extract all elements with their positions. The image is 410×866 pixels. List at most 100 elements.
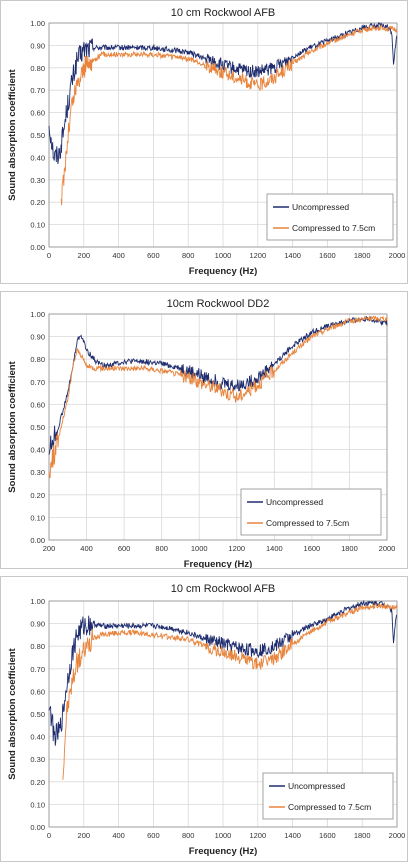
legend-label-compressed: Compressed to 7.5cm — [292, 223, 375, 233]
x-tick-label: 1400 — [266, 544, 283, 553]
legend-label-compressed: Compressed to 7.5cm — [288, 802, 371, 812]
x-tick-label: 1600 — [319, 251, 336, 260]
x-tick-label: 600 — [147, 831, 160, 840]
x-tick-label: 600 — [147, 251, 160, 260]
chart-title: 10cm Rockwool DD2 — [167, 298, 270, 310]
y-tick-label: 0.90 — [30, 620, 45, 629]
y-tick-label: 0.90 — [30, 333, 45, 342]
plot-frame — [48, 22, 398, 248]
chart-title: 10 cm Rockwool AFB — [171, 7, 276, 19]
legend: Uncompressed Compressed to 7.5cm — [240, 488, 382, 536]
plot-frame — [48, 600, 398, 828]
x-tick-label: 400 — [112, 251, 125, 260]
x-tick-label: 1200 — [249, 251, 266, 260]
legend-box — [266, 193, 394, 241]
x-tick-label: 1400 — [284, 251, 301, 260]
y-tick-label: 0.40 — [30, 733, 45, 742]
y-tick-label: 0.80 — [30, 64, 45, 73]
chart-1: 10 cm Rockwool AFB 0.00 0.10 0.20 0.30 0.40 0.… — [7, 7, 406, 277]
x-tick-label: 1000 — [215, 251, 232, 260]
y-tick-label: 0.40 — [30, 446, 45, 455]
chart-panel-2: 10cm Rockwool DD2 0.00 0.10 0.20 0.30 0.40 0.5… — [0, 291, 408, 570]
y-tick-label: 0.30 — [30, 468, 45, 477]
y-tick-label: 0.30 — [30, 755, 45, 764]
y-tick-label: 0.20 — [30, 778, 45, 787]
x-tick-label: 1000 — [215, 831, 232, 840]
x-tick-label: 1200 — [228, 544, 245, 553]
y-tick-label: 1.00 — [30, 597, 45, 606]
y-tick-label: 0.70 — [30, 378, 45, 387]
y-tick-label: 0.00 — [30, 823, 45, 832]
x-tick-label: 1400 — [284, 831, 301, 840]
y-tick-label: 0.40 — [30, 153, 45, 162]
y-tick-label: 0.20 — [30, 198, 45, 207]
plot-frame — [48, 313, 388, 541]
chart-panel-1: 10 cm Rockwool AFB 0.00 0.10 0.20 0.30 0.40 0.… — [0, 0, 408, 284]
x-axis-label: Frequency (Hz) — [189, 266, 258, 277]
x-tick-label: 800 — [182, 831, 195, 840]
y-tick-label: 0.70 — [30, 86, 45, 95]
y-tick-label: 0.60 — [30, 400, 45, 409]
y-tick-label: 0.30 — [30, 176, 45, 185]
legend-label-compressed: Compressed to 7.5cm — [266, 518, 349, 528]
y-tick-label: 0.80 — [30, 355, 45, 364]
x-tick-label: 0 — [47, 831, 51, 840]
x-tick-label: 1800 — [354, 251, 371, 260]
y-axis-label: Sound absorption coefficient — [7, 360, 18, 492]
y-tick-label: 0.80 — [30, 642, 45, 651]
legend: Uncompressed Compressed to 7.5cm — [262, 772, 394, 820]
chart-3: 10 cm Rockwool AFB 0.00 0.10 0.20 0.30 0.40 0.… — [7, 583, 406, 857]
x-tick-label: 1000 — [191, 544, 208, 553]
series-line-uncompressed — [48, 599, 398, 746]
y-tick-label: 0.70 — [30, 665, 45, 674]
x-tick-label: 600 — [118, 544, 131, 553]
x-tick-label: 2000 — [389, 251, 406, 260]
x-tick-label: 2000 — [389, 831, 406, 840]
y-tick-label: 0.60 — [30, 687, 45, 696]
y-tick-label: 1.00 — [30, 19, 45, 28]
y-tick-label: 0.10 — [30, 221, 45, 230]
x-axis-label: Frequency (Hz) — [184, 559, 253, 568]
x-tick-label: 1800 — [354, 831, 371, 840]
y-tick-label: 0.90 — [30, 41, 45, 50]
x-tick-label: 1800 — [341, 544, 358, 553]
legend-label-uncompressed: Uncompressed — [292, 202, 349, 212]
legend-label-uncompressed: Uncompressed — [288, 781, 345, 791]
y-tick-label: 1.00 — [30, 310, 45, 319]
x-tick-label: 400 — [80, 544, 93, 553]
series-line-uncompressed — [48, 22, 398, 165]
y-axis-label: Sound absorption coefficient — [7, 647, 18, 779]
x-tick-label: 800 — [155, 544, 168, 553]
y-axis-label: Sound absorption coefficient — [7, 68, 18, 200]
x-tick-label: 800 — [182, 251, 195, 260]
x-tick-label: 0 — [47, 251, 51, 260]
legend-box — [240, 488, 382, 536]
legend: Uncompressed Compressed to 7.5cm — [266, 193, 394, 241]
y-tick-label: 0.50 — [30, 423, 45, 432]
series-line-compressed — [60, 24, 398, 206]
x-axis-label: Frequency (Hz) — [189, 846, 258, 857]
y-tick-label: 0.60 — [30, 109, 45, 118]
x-tick-label: 1200 — [249, 831, 266, 840]
legend-box — [262, 772, 394, 820]
x-tick-label: 200 — [78, 251, 91, 260]
x-tick-label: 400 — [112, 831, 125, 840]
y-tick-label: 0.10 — [30, 800, 45, 809]
chart-panel-3: 10 cm Rockwool AFB 0.00 0.10 0.20 0.30 0.40 0.… — [0, 576, 408, 862]
series-line-compressed — [48, 315, 388, 479]
x-tick-label: 2000 — [379, 544, 396, 553]
x-tick-label: 1600 — [304, 544, 321, 553]
x-tick-label: 200 — [43, 544, 56, 553]
y-tick-label: 0.00 — [30, 536, 45, 545]
chart-2: 10cm Rockwool DD2 0.00 0.10 0.20 0.30 0.40 0.5… — [7, 298, 396, 570]
y-tick-label: 0.00 — [30, 243, 45, 252]
chart-title: 10 cm Rockwool AFB — [171, 583, 276, 595]
y-tick-label: 0.10 — [30, 513, 45, 522]
y-tick-label: 0.20 — [30, 491, 45, 500]
y-tick-label: 0.50 — [30, 131, 45, 140]
x-tick-label: 200 — [78, 831, 91, 840]
y-tick-label: 0.50 — [30, 710, 45, 719]
x-tick-label: 1600 — [319, 831, 336, 840]
legend-label-uncompressed: Uncompressed — [266, 497, 323, 507]
series-line-compressed — [62, 602, 398, 780]
